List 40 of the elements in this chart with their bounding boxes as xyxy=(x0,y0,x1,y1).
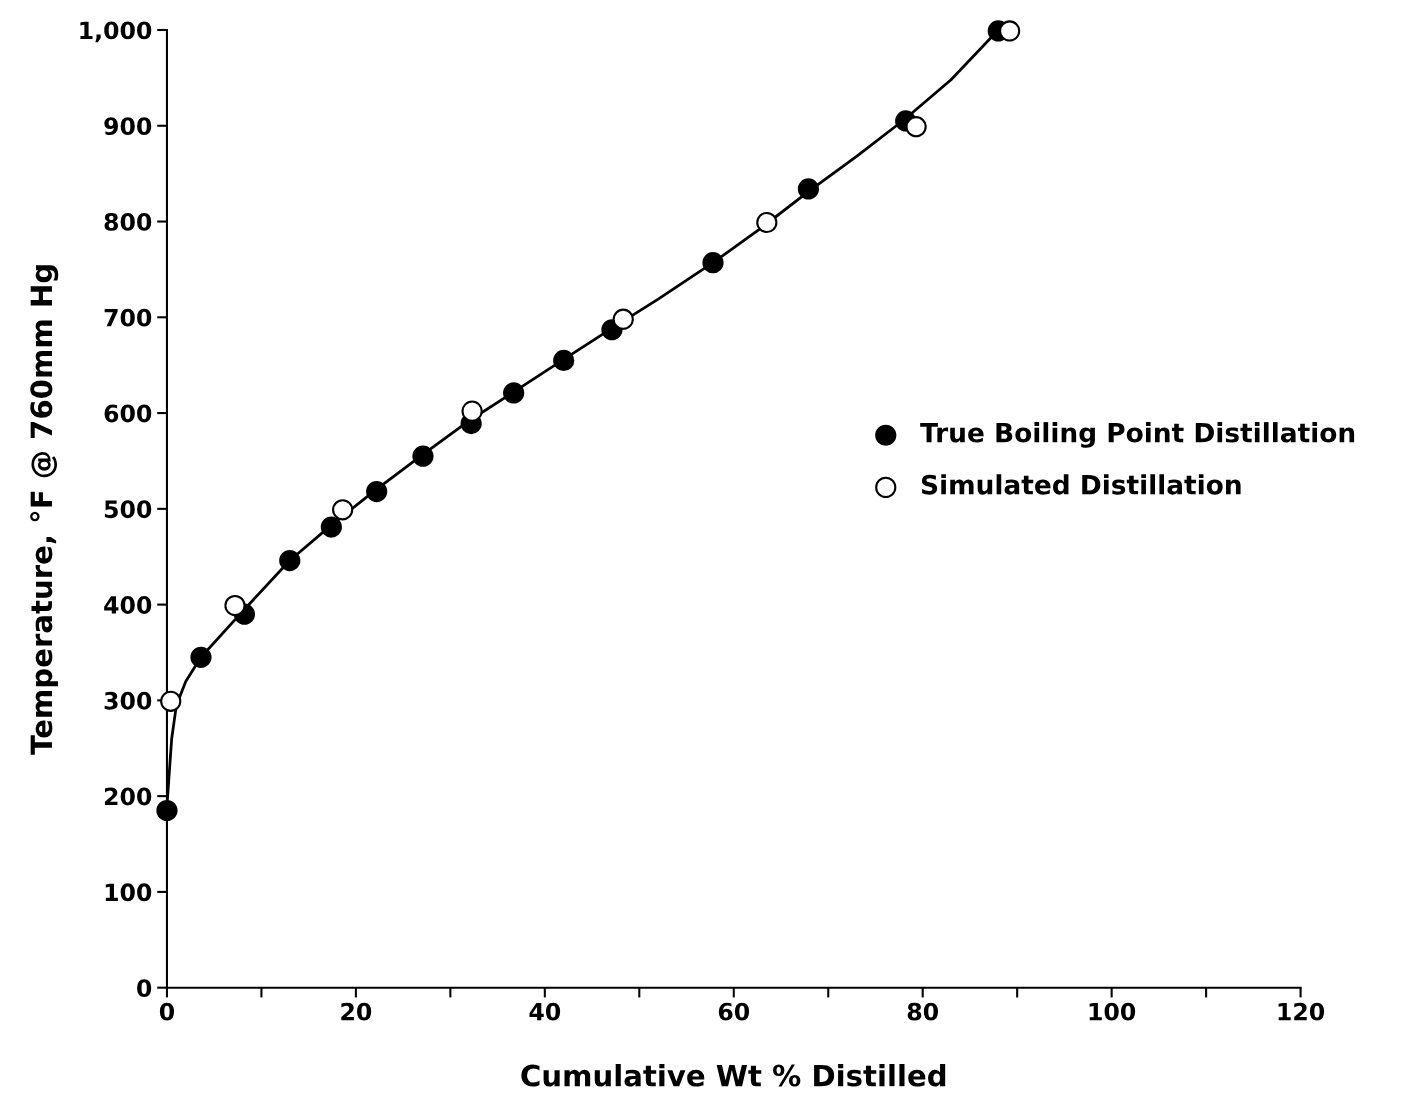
point xyxy=(702,252,724,274)
y-tick-label: 500 xyxy=(104,500,152,519)
point xyxy=(999,20,1021,42)
y-tick-label: 800 xyxy=(104,212,152,231)
legend-label: True Boiling Point Distillation xyxy=(920,422,1355,448)
x-tick-label: 40 xyxy=(529,1002,561,1021)
y-tick-label: 1,000 xyxy=(80,21,152,43)
point xyxy=(366,480,388,503)
point xyxy=(279,549,301,572)
x-tick-label: 60 xyxy=(718,1002,750,1021)
point xyxy=(320,516,342,538)
point xyxy=(412,445,434,467)
point xyxy=(160,690,182,712)
y-tick-label: 400 xyxy=(104,596,152,614)
y-tick-label: 300 xyxy=(104,691,152,710)
point xyxy=(797,178,820,200)
y-tick-label: 600 xyxy=(104,404,152,423)
point xyxy=(503,382,525,404)
x-tick-label: 80 xyxy=(907,1002,939,1021)
point xyxy=(905,116,927,138)
y-tick-label: 200 xyxy=(104,787,152,806)
point xyxy=(332,499,354,521)
point xyxy=(461,400,483,422)
y-tick-label: 0 xyxy=(137,979,152,997)
point xyxy=(756,211,778,234)
x-axis-title: Cumulative Wt % Distilled xyxy=(521,1064,946,1087)
point xyxy=(612,308,634,330)
point xyxy=(190,646,212,668)
legend-label: Simulated Distillation xyxy=(921,474,1241,495)
x-tick-label: 20 xyxy=(341,1002,372,1021)
y-tick-label: 100 xyxy=(105,883,152,902)
point xyxy=(224,594,246,617)
x-tick-label: 0 xyxy=(159,1002,175,1021)
y-tick-label: 900 xyxy=(104,117,152,136)
point xyxy=(553,349,575,372)
x-tick-label: 120 xyxy=(1278,1002,1325,1021)
y-axis-title: Temperature, °F @ 760mm Hg xyxy=(30,265,59,755)
y-tick-label: 700 xyxy=(104,308,152,327)
x-tick-label: 100 xyxy=(1089,1002,1136,1021)
point xyxy=(156,799,178,822)
